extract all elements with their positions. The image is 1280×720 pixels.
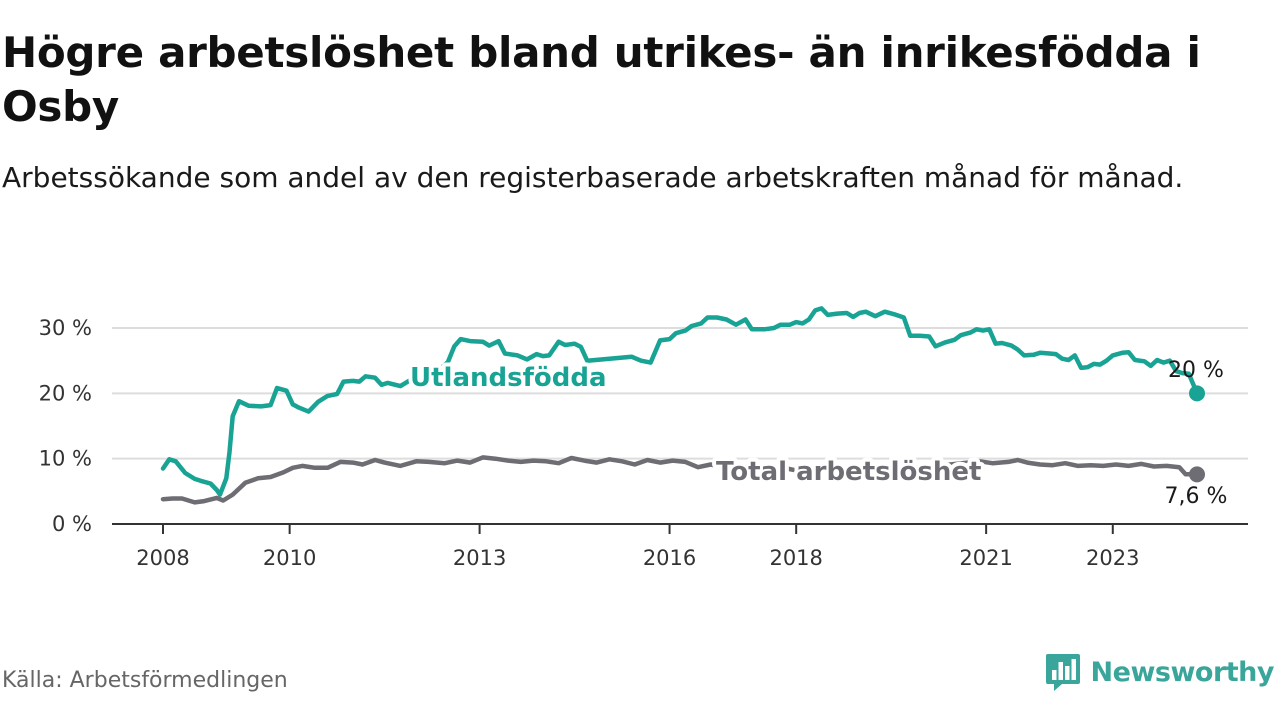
chart-subtitle: Arbetssökande som andel av den registerb…	[2, 161, 1184, 194]
y-axis-tick-labels: 0 % 10 % 20 % 30 %	[39, 316, 92, 536]
x-tick-label: 2008	[136, 546, 189, 570]
y-tick-label: 20 %	[39, 381, 92, 405]
brand-name: Newsworthy	[1090, 656, 1275, 688]
end-value-total: 7,6 %	[1165, 484, 1228, 509]
gridlines	[112, 327, 1248, 460]
x-tick-label: 2010	[263, 546, 316, 570]
series-lines	[160, 306, 1205, 505]
series-line-utlandsfodda	[160, 306, 1200, 497]
series-line-total	[160, 455, 1200, 505]
chart-title: Högre arbetslöshet bland utrikes- än inr…	[2, 28, 1201, 131]
brand-logo[interactable]: Newsworthy	[1045, 652, 1275, 692]
series-labels: Utlandsfödda Total arbetslöshet 20 % 7,6 %	[406, 358, 1228, 509]
bar-chart-speech-bubble-icon	[1045, 654, 1080, 691]
y-tick-label: 30 %	[39, 316, 92, 340]
series-label-total: Total arbetslöshet	[716, 457, 981, 487]
series-end-point	[1189, 385, 1205, 402]
series-end-point	[1189, 466, 1205, 483]
x-tick-label: 2023	[1086, 546, 1139, 570]
x-axis: 2008 2010 2013 2016 2018 2021 2023	[112, 523, 1248, 570]
x-tick-label: 2013	[453, 546, 506, 570]
source-note: Källa: Arbetsförmedlingen	[2, 668, 288, 693]
x-tick-label: 2018	[769, 546, 822, 570]
y-tick-label: 0 %	[52, 512, 92, 536]
y-tick-label: 10 %	[39, 447, 92, 471]
x-tick-label: 2016	[643, 546, 696, 570]
series-label-utlandsfodda: Utlandsfödda	[410, 363, 607, 393]
x-tick-label: 2021	[959, 546, 1012, 570]
end-value-utlandsfodda: 20 %	[1168, 358, 1224, 383]
